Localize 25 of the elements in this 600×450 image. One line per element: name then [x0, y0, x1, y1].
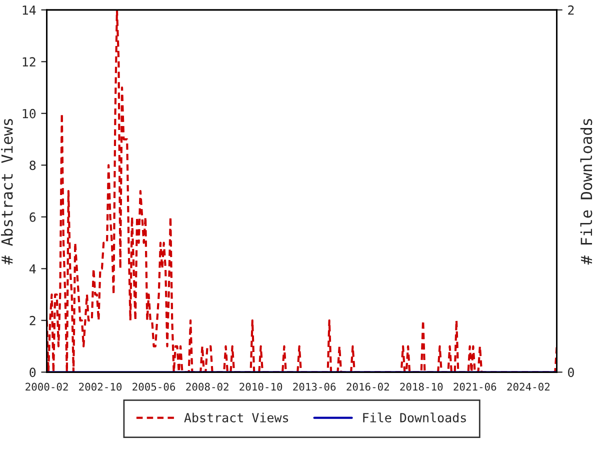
y-tick-label: 8	[30, 160, 36, 170]
x-tick-label: 2000-02	[26, 382, 68, 391]
y-tick-label: 6	[30, 212, 36, 222]
legend-label: File Downloads	[363, 412, 466, 422]
x-tick-label: 2021-06	[454, 382, 496, 391]
y-tick-label: 2	[30, 316, 36, 326]
x-tick-label: 2008-02	[186, 382, 228, 391]
y-tick-label: 14	[22, 6, 36, 15]
y-tick-label: 4	[29, 264, 36, 274]
y2-tick-label: 2	[568, 5, 574, 15]
y-tick-label: 0	[30, 368, 36, 378]
x-tick-label: 2016-02	[346, 382, 389, 391]
x-tick-label: 2024-02	[507, 382, 550, 391]
legend-label: Abstract Views	[184, 412, 288, 422]
x-tick-label: 2013-06	[293, 382, 336, 391]
x-tick-label: 2018-10	[400, 382, 443, 391]
y-axis-title: # Abstract Views	[0, 118, 13, 265]
y2-tick-label: 0	[568, 368, 574, 378]
x-tick-label: 2005-06	[132, 382, 176, 391]
line-series	[46, 10, 557, 372]
y-tick-label: 10	[22, 108, 36, 118]
x-tick-label: 2010-10	[240, 382, 282, 391]
x-tick-label: 2002-10	[79, 382, 122, 391]
y2-axis-title: # File Downloads	[580, 118, 592, 265]
y-tick-label: 12	[22, 57, 36, 66]
